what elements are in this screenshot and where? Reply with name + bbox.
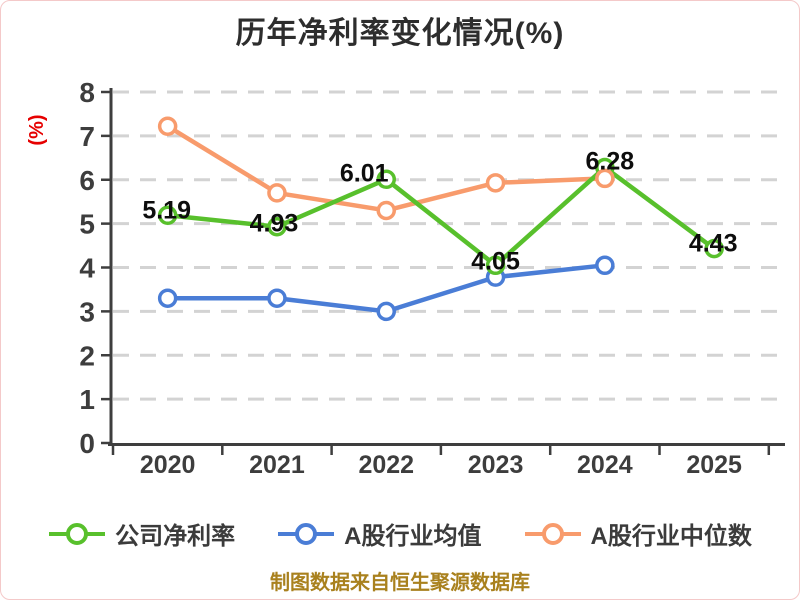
legend-marker-icon [49, 522, 106, 545]
chart-title: 历年净利率变化情况(%) [235, 17, 565, 50]
data-label-2021: 4.93 [250, 210, 299, 238]
legend-item-0[interactable]: 公司净利率 [48, 516, 235, 551]
y-tick-label-3: 3 [79, 296, 95, 327]
data-point-2-2020 [157, 116, 178, 136]
data-point-1-2021 [267, 288, 287, 308]
data-point-1-2024 [595, 255, 615, 276]
y-tick-label-1: 1 [79, 384, 95, 415]
data-point-2-2021 [267, 183, 287, 203]
data-label-2022: 6.01 [340, 159, 389, 187]
data-point-2-2022 [376, 200, 396, 221]
data-label-2025: 4.43 [689, 230, 738, 258]
legend-marker-icon [278, 522, 335, 545]
data-label-2020: 5.19 [142, 196, 191, 224]
x-tick-label-2025: 2025 [686, 451, 742, 479]
data-point-0-2023 [485, 255, 506, 276]
data-point-1-2022 [376, 301, 396, 322]
y-tick-label-7: 7 [79, 121, 95, 152]
data-label-2023: 4.05 [471, 247, 520, 275]
y-tick-label-2: 2 [79, 340, 95, 371]
data-label-2024: 6.28 [586, 147, 635, 175]
data-point-2-2023 [485, 173, 506, 193]
data-point-2-2024 [595, 168, 615, 189]
data-point-0-2022 [376, 169, 396, 190]
y-tick-label-5: 5 [79, 209, 95, 240]
x-tick-label-2020: 2020 [140, 451, 196, 479]
legend-label: A股行业中位数 [590, 523, 752, 550]
data-point-0-2025 [704, 238, 724, 259]
data-point-0-2021 [267, 216, 287, 237]
data-point-1-2020 [157, 288, 178, 308]
y-tick-label-6: 6 [79, 165, 95, 196]
x-tick-label-2021: 2021 [249, 451, 305, 479]
x-tick-label-2022: 2022 [358, 451, 414, 479]
legend-marker-icon [524, 522, 581, 545]
legend-item-2[interactable]: A股行业中位数 [524, 516, 752, 551]
legend-item-1[interactable]: A股行业均值 [277, 516, 482, 551]
series-line-0 [165, 165, 717, 268]
x-tick-label-2023: 2023 [468, 451, 524, 479]
legend-label: A股行业均值 [344, 523, 482, 550]
y-tick-label-8: 8 [79, 77, 95, 108]
legend-label: 公司净利率 [115, 523, 236, 550]
data-source-note: 制图数据来自恒生聚源数据库 [270, 572, 530, 594]
x-tick-label-2024: 2024 [577, 451, 633, 479]
y-tick-label-4: 4 [79, 253, 95, 284]
y-tick-label-0: 0 [79, 428, 95, 459]
chart-legend: 公司净利率 A股行业均值 A股行业中位数 [0, 516, 800, 551]
data-point-0-2020 [157, 205, 178, 226]
